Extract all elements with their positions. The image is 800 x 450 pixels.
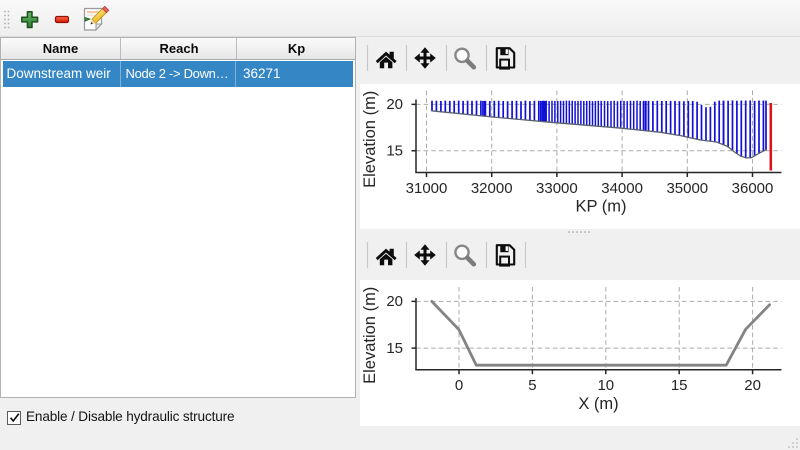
svg-text:KP (m): KP (m) bbox=[575, 198, 626, 216]
svg-text:33000: 33000 bbox=[536, 180, 578, 197]
svg-text:20: 20 bbox=[386, 293, 403, 310]
svg-text:15: 15 bbox=[386, 143, 403, 160]
svg-text:34000: 34000 bbox=[601, 180, 643, 197]
svg-text:10: 10 bbox=[597, 377, 614, 394]
svg-text:15: 15 bbox=[386, 340, 403, 357]
svg-text:20: 20 bbox=[386, 96, 403, 113]
svg-text:36000: 36000 bbox=[731, 180, 773, 197]
svg-text:Elevation (m): Elevation (m) bbox=[361, 91, 379, 188]
svg-text:15: 15 bbox=[670, 377, 687, 394]
svg-text:X (m): X (m) bbox=[578, 395, 618, 413]
svg-text:0: 0 bbox=[454, 377, 462, 394]
svg-text:35000: 35000 bbox=[666, 180, 708, 197]
svg-text:Elevation (m): Elevation (m) bbox=[361, 287, 379, 384]
svg-text:5: 5 bbox=[528, 377, 536, 394]
svg-text:20: 20 bbox=[744, 377, 761, 394]
svg-text:32000: 32000 bbox=[470, 180, 512, 197]
svg-text:31000: 31000 bbox=[405, 180, 447, 197]
